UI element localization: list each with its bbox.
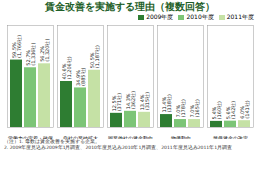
svg-text:13.4%(315社): 13.4%(315社) [139, 92, 150, 110]
svg-text:56.2%(1,320社): 56.2%(1,320社) [39, 39, 50, 62]
svg-text:34.9%(885社): 34.9%(885社) [75, 67, 86, 85]
svg-text:5.6%(142社): 5.6%(142社) [225, 101, 236, 119]
svg-text:自社の業績拡大: 自社の業績拡大 [63, 135, 98, 139]
svg-text:同業他社の賃金動向: 同業他社の賃金動向 [108, 135, 153, 139]
svg-text:物価動向: 物価動向 [171, 135, 191, 139]
html-text:2009年度: 2009年度 [146, 13, 174, 20]
svg-text:7.0%(178社): 7.0%(178社) [175, 99, 186, 117]
svg-text:40.6%(1,206社): 40.6%(1,206社) [61, 56, 72, 79]
svg-text:11.4%(338社): 11.4%(338社) [161, 94, 172, 112]
html-text:（注）1. 母数は賃金改善を実施する企業。: （注）1. 母数は賃金改善を実施する企業。 [4, 139, 100, 144]
svg-text:14.3%(362社): 14.3%(362社) [125, 91, 136, 109]
html-text:2011年度: 2011年度 [226, 13, 254, 20]
html-text:2. 2009年度見込み2009年1月調査、2010年度見込: 2. 2009年度見込み2009年1月調査、2010年度見込み2010年1月調査… [4, 144, 232, 150]
svg-text:6.0%(141社): 6.0%(141社) [239, 100, 250, 118]
svg-text:12.5%(371社): 12.5%(371社) [111, 93, 122, 111]
svg-text:59.5%(1,766社): 59.5%(1,766社) [11, 35, 22, 58]
svg-text:最低賃金の改定: 最低賃金の改定 [213, 135, 248, 139]
svg-text:7.0%(165社): 7.0%(165社) [189, 99, 200, 117]
svg-text:52.7%(1,336社): 52.7%(1,336社) [25, 43, 36, 66]
svg-text:5.4%(160社): 5.4%(160社) [211, 101, 222, 119]
html-text:賃金改善を実施する理由（複数回答）: 賃金改善を実施する理由（複数回答） [45, 1, 215, 12]
svg-text:50.5%(1,187社): 50.5%(1,187社) [89, 45, 100, 68]
svg-text:労働力の定着・確保: 労働力の定着・確保 [8, 135, 53, 139]
html-text:2010年度: 2010年度 [186, 13, 214, 20]
